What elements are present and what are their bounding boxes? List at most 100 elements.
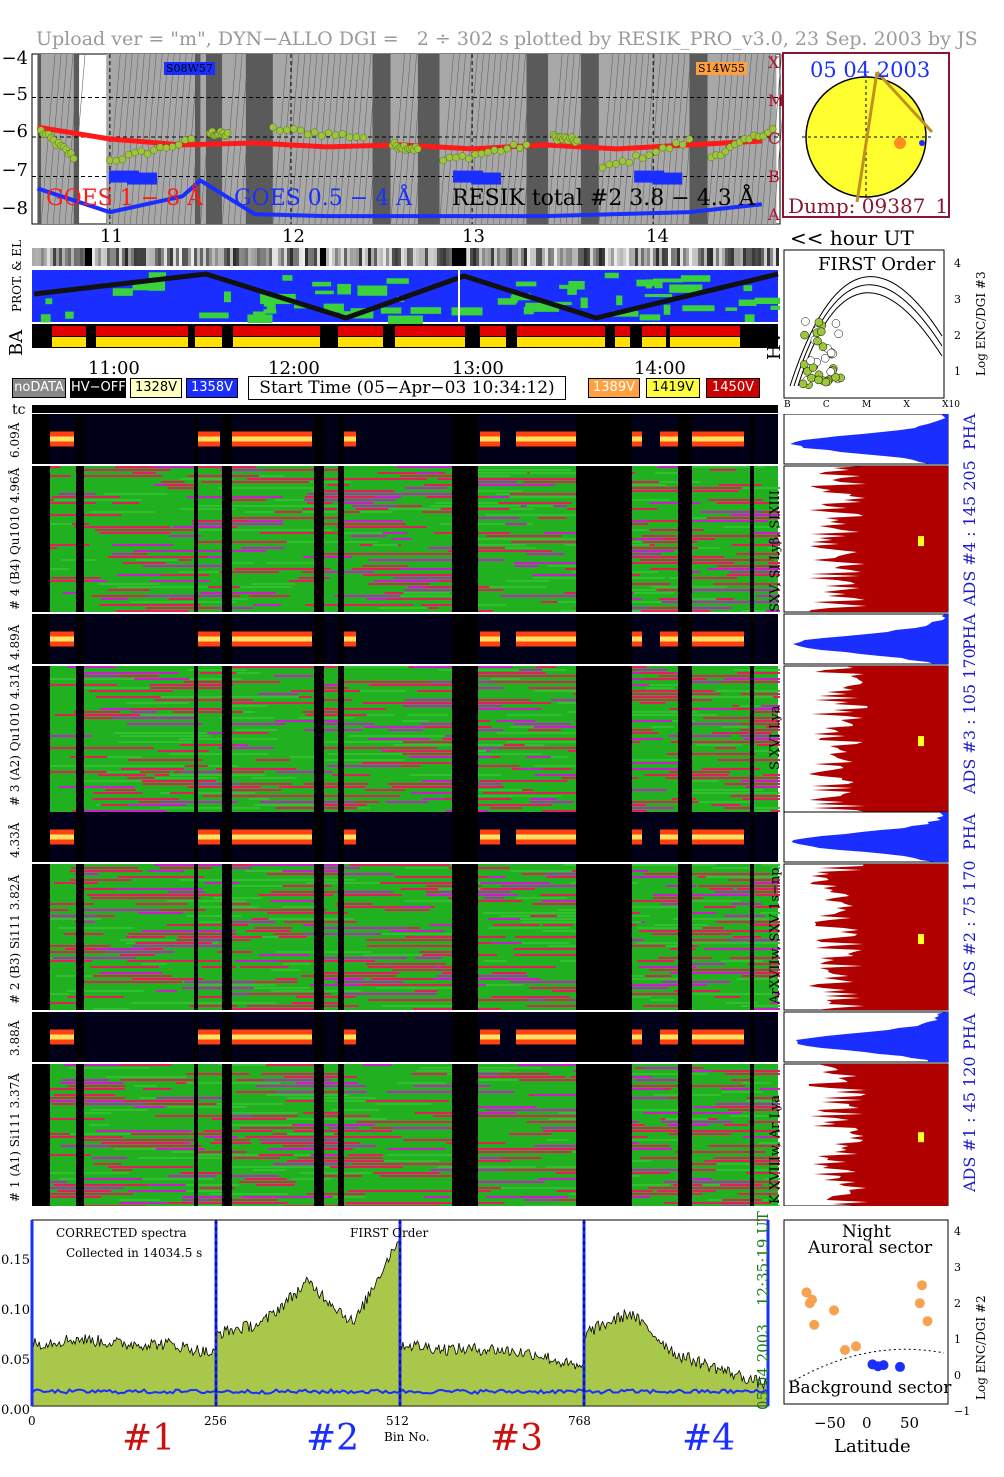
spectrogram-cell bbox=[117, 586, 198, 588]
spectrogram-cell bbox=[123, 574, 210, 576]
strip-cell bbox=[230, 248, 233, 266]
spectrogram-cell bbox=[99, 678, 190, 680]
spectrogram-cell bbox=[506, 669, 559, 671]
saa-band bbox=[37, 54, 42, 224]
pha-core bbox=[50, 436, 74, 442]
spectrogram-cell bbox=[255, 759, 291, 761]
spectrogram-cell bbox=[686, 1178, 712, 1180]
spectrogram-cell bbox=[393, 577, 471, 579]
spectrogram-cell bbox=[482, 792, 539, 794]
spectrogram-cell bbox=[421, 604, 460, 606]
spectrogram-cell bbox=[770, 1136, 780, 1138]
spectrogram-cell bbox=[649, 529, 704, 531]
spectrogram-cell bbox=[534, 690, 603, 692]
spectrogram-cell bbox=[420, 969, 466, 971]
spectrogram-cell bbox=[217, 487, 318, 489]
spectrogram-cell bbox=[716, 502, 772, 504]
spectrogram-cell bbox=[304, 1136, 402, 1138]
land-patch bbox=[612, 310, 639, 317]
strip-cell bbox=[434, 248, 437, 266]
spectrogram-cell bbox=[754, 708, 780, 710]
spectrogram-cell bbox=[287, 1097, 377, 1099]
spectrogram-cell bbox=[73, 711, 120, 713]
strip-cell bbox=[707, 248, 710, 266]
strip-cell bbox=[497, 248, 500, 266]
spectrogram-cell bbox=[517, 1064, 602, 1066]
spectrogram-cell bbox=[347, 795, 400, 797]
spectrogram-cell bbox=[253, 804, 340, 806]
spectrogram-cell bbox=[668, 735, 731, 737]
spectrogram-cell bbox=[453, 789, 522, 791]
spectrogram-cell bbox=[698, 708, 733, 710]
spectrogram-cell bbox=[103, 951, 175, 953]
spectrogram-cell bbox=[731, 1079, 753, 1081]
strip-cell bbox=[218, 248, 221, 266]
land-patch bbox=[604, 272, 619, 279]
spectrogram-cell bbox=[709, 1112, 733, 1114]
resik-point bbox=[618, 157, 627, 165]
spectrogram-cell bbox=[432, 1115, 532, 1117]
spectrogram-cell bbox=[604, 768, 661, 770]
saa-band bbox=[526, 54, 549, 224]
spectrogram-cell bbox=[67, 666, 116, 668]
spectrogram-cell bbox=[337, 681, 431, 683]
land-patch bbox=[148, 280, 166, 291]
pha-range-1: 3.88Å bbox=[8, 1020, 22, 1056]
ads-histogram bbox=[808, 1064, 948, 1206]
spectrogram-cell bbox=[309, 951, 341, 953]
spectrogram-cell bbox=[367, 966, 444, 968]
spectrogram-cell bbox=[422, 780, 458, 782]
spectrogram-cell bbox=[245, 1136, 310, 1138]
spectrogram-cell bbox=[87, 1103, 167, 1105]
spectrogram-cell bbox=[141, 930, 236, 932]
spectrogram-cell bbox=[738, 807, 780, 809]
spectrogram-cell bbox=[692, 490, 739, 492]
spectrogram-cell bbox=[127, 1184, 186, 1186]
spectrogram-cell bbox=[543, 1199, 593, 1201]
spectrogram-cell bbox=[390, 930, 445, 932]
resik-point bbox=[679, 140, 687, 149]
strip-cell bbox=[149, 248, 152, 266]
ba-red bbox=[517, 326, 605, 336]
spectrogram-cell bbox=[405, 1100, 443, 1102]
resik-point bbox=[223, 129, 232, 137]
spectrogram-cell bbox=[156, 990, 177, 992]
strip-cell bbox=[662, 248, 665, 266]
spectrogram-cell bbox=[81, 1178, 143, 1180]
strip-cell bbox=[491, 248, 494, 266]
strip-cell bbox=[482, 248, 485, 266]
land-patch bbox=[682, 305, 715, 312]
hatch bbox=[165, 53, 181, 225]
legend-resik: RESIK total #2 3.8 − 4.3 Å bbox=[452, 186, 755, 211]
hatch bbox=[402, 53, 417, 225]
hv-off-gap bbox=[76, 666, 84, 812]
spectrogram-cell bbox=[127, 960, 221, 962]
strip-cell bbox=[314, 248, 317, 266]
strip-cell bbox=[212, 248, 215, 266]
spectrogram-cell bbox=[526, 1121, 600, 1123]
spectrogram-cell bbox=[716, 1163, 750, 1165]
spectrogram-cell bbox=[404, 699, 475, 701]
resik-point bbox=[352, 133, 361, 141]
spectrogram-cell bbox=[159, 807, 226, 809]
spectrogram-cell bbox=[637, 960, 675, 962]
spectrogram-cell bbox=[214, 1157, 280, 1159]
spectrogram-cell bbox=[331, 1109, 379, 1111]
spectrogram-cell bbox=[381, 927, 408, 929]
strip-cell bbox=[293, 248, 296, 266]
spectrogram-cell bbox=[378, 607, 428, 609]
spectrogram-cell bbox=[693, 693, 721, 695]
hatch bbox=[290, 53, 306, 225]
spec-y-tick: 0.10 bbox=[1, 1303, 30, 1318]
spectrogram-cell bbox=[725, 1002, 758, 1004]
spectrogram-cell bbox=[253, 604, 282, 606]
strip-cell bbox=[584, 248, 587, 266]
hv-off-gap bbox=[222, 1064, 232, 1206]
resik-point bbox=[658, 143, 667, 152]
strip-cell bbox=[659, 248, 662, 266]
land-patch bbox=[45, 298, 53, 305]
night-y-tick: −1 bbox=[954, 1405, 971, 1418]
strip-cell bbox=[392, 248, 395, 266]
strip-cell bbox=[251, 248, 254, 266]
strip-cell bbox=[740, 248, 743, 266]
